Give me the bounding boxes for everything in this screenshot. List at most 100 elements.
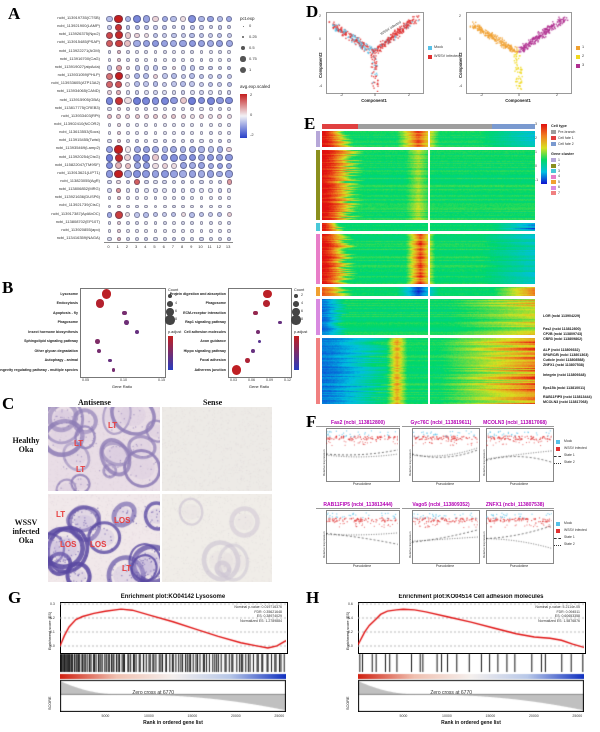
dotplot-dot — [208, 212, 214, 218]
pathway-label: Rap1 signaling pathway — [185, 320, 226, 324]
axis-line — [104, 242, 233, 244]
dotplot-dot — [208, 106, 213, 111]
dotplot-dot — [135, 57, 139, 62]
gene-row-label: ncbi_113933605(ATP13A2) — [51, 80, 100, 86]
dotplot-dot — [162, 32, 168, 38]
pseudotime-legend-swatch — [556, 529, 560, 533]
dotplot-dot — [107, 49, 112, 54]
dotplot-dot — [107, 179, 112, 185]
dotplot-dot — [126, 123, 130, 127]
dotplot-dot — [105, 153, 114, 162]
dotplot-dot — [162, 65, 168, 71]
dotplot-dot — [151, 170, 160, 178]
trajectory-legend-swatch — [576, 55, 580, 59]
dotplot-dot — [106, 80, 113, 88]
pseudotime-expression-grid: Fas2 (ncbi_113812800) Relative Expression… — [316, 420, 600, 582]
pathway-dot — [263, 300, 270, 307]
pseudotime-plot-canvas — [486, 428, 552, 480]
dotplot-dot — [107, 24, 112, 30]
trajectory-legend-swatch — [576, 46, 580, 50]
dotplot-dot — [116, 49, 121, 54]
dotplot-dot — [189, 73, 196, 79]
dotplot-dot — [144, 106, 149, 111]
pseudotime-plot-title: ZNFX1 (ncbi_113807538) — [476, 502, 554, 509]
cluster-axis-tick: 6 — [162, 244, 165, 250]
gene-row-label: ncbi_113916700(CaG) — [59, 55, 100, 61]
gene-cluster-legend-label: 6 — [558, 185, 560, 189]
pathway-dot — [122, 310, 128, 316]
pathway-label: Adherens junction — [194, 367, 226, 372]
gene-cluster-legend-label: 2 — [558, 163, 560, 167]
dotplot-dot — [199, 220, 204, 225]
gsea-stat-line: FDR: 0.35621648 — [254, 609, 282, 614]
dotplot-dot — [217, 131, 222, 136]
cluster-axis-tick: 10 — [198, 244, 203, 250]
dotplot-dot — [171, 106, 176, 111]
avg-exp-colorbar-tick: 0 — [250, 112, 253, 117]
enrichment-plot-frame — [228, 288, 292, 378]
heatmap-gene-label: Eps15b (ncbi 113810011) — [543, 386, 586, 390]
dotplot-dot — [170, 170, 178, 178]
dotplot-dot — [135, 123, 139, 127]
dotplot-dot — [106, 15, 113, 23]
pct-exp-legend-value: 0.75 — [249, 56, 257, 61]
dotplot-dot — [144, 236, 149, 242]
component2-tick: 0 — [319, 37, 321, 42]
dotplot-dot — [143, 211, 150, 218]
dotplot-dot — [171, 25, 176, 30]
pseudotime-legend-swatch — [556, 522, 560, 526]
count-legend-value: 6 — [301, 309, 303, 313]
dotplot-dot — [124, 40, 132, 47]
dotplot-dot — [180, 81, 186, 88]
cluster-axis-tick: 13 — [225, 244, 231, 250]
dotplot-dot — [142, 169, 151, 178]
dotplot-dot — [190, 220, 195, 225]
dotplot-dot — [179, 170, 187, 178]
heatmap-branch-line — [427, 131, 430, 147]
gsea-es-axis-label: Enrichment score (ES) — [346, 611, 350, 650]
dotplot-dot — [197, 153, 206, 162]
panel-h-label: H — [306, 588, 320, 607]
heatmap-gene-label: Integrin (ncbi 113809348) — [543, 373, 586, 377]
pathway-label: Axon guidance — [200, 339, 226, 343]
dotplot-dot — [162, 131, 167, 136]
dotplot-dot — [161, 146, 168, 153]
dotplot-dot — [218, 229, 222, 233]
gene-row-label: ncbi_113922271(AGM) — [58, 47, 100, 53]
gene-row-label: ncbi_113921636(DUSP6) — [54, 194, 100, 200]
dotplot-dot — [226, 65, 232, 71]
dotplot-dot — [126, 204, 130, 209]
panel-e-label: E — [304, 114, 316, 133]
panel-f-label: F — [306, 412, 317, 431]
dotplot-dot — [161, 73, 168, 79]
dotplot-dot — [199, 90, 204, 95]
dotplot-dot — [143, 65, 149, 71]
pathway-label: Phagosome — [205, 301, 226, 305]
celltype-legend-swatch — [551, 142, 556, 146]
count-legend-value: 2 — [175, 293, 177, 297]
cluster-axis-tick: 0 — [107, 244, 110, 250]
component2-axis-label: Component2 — [318, 52, 323, 78]
dotplot-dot — [133, 39, 141, 48]
dotplot-dot — [208, 131, 213, 136]
dotplot-dot — [114, 31, 123, 40]
dotplot-dot — [133, 162, 141, 170]
dotplot-dot — [188, 146, 196, 153]
dotplot-dot — [170, 146, 178, 153]
dotplot-dot — [208, 229, 213, 233]
trajectory-legend-swatch — [428, 46, 432, 50]
dotplot-dot — [190, 204, 195, 209]
dotplot-dot — [144, 123, 149, 127]
dotplot-dot — [188, 162, 196, 170]
dotplot-dot — [153, 24, 158, 30]
gsea-plot-lysosome: Enrichment plot:KO04142 Lysosome Nominal … — [28, 594, 300, 730]
dotplot-dot — [162, 212, 168, 218]
dotplot-dot — [162, 57, 167, 62]
dotplot-dot — [208, 49, 213, 54]
dotplot-dot — [115, 162, 123, 170]
dotplot-dot — [134, 211, 140, 218]
heatmap-topbar-segment — [322, 124, 359, 129]
dotplot-dot — [161, 162, 168, 169]
dotplot-dot — [144, 196, 149, 201]
dotplot-dot — [190, 49, 195, 54]
